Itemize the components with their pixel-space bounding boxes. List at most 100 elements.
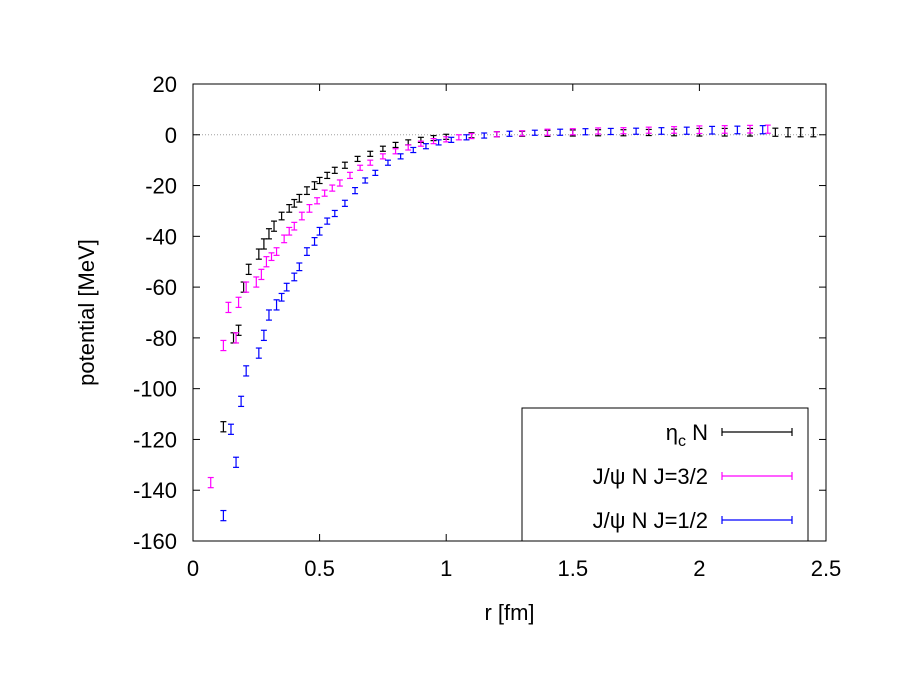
data-point: [519, 130, 526, 137]
y-tick-label: 20: [153, 72, 177, 97]
data-point: [278, 292, 285, 302]
data-point: [633, 127, 640, 135]
legend-sample: [721, 516, 793, 524]
data-point: [468, 132, 475, 140]
y-tick-label: -40: [145, 224, 177, 249]
legend: ηc N J/ψ N J=3/2 J/ψ N J=1/2: [521, 407, 809, 542]
data-point: [810, 127, 817, 138]
data-point: [329, 184, 336, 192]
x-tick-label: 1.5: [558, 556, 589, 581]
data-point: [238, 395, 245, 408]
y-tick-label: -60: [145, 275, 177, 300]
x-tick-label: 2.5: [811, 556, 842, 581]
data-point: [306, 203, 313, 213]
data-point: [346, 171, 353, 180]
data-point: [544, 128, 551, 136]
x-axis-label: r [fm]: [484, 600, 534, 625]
data-point: [227, 423, 234, 435]
tick-layer: 0 0.5 1 1.5 2 2.5 20 0 -20 -40 -60 -80 -100 -120 -140 -…: [133, 72, 841, 581]
data-point: [225, 301, 232, 314]
data-point: [443, 136, 450, 143]
data-point: [620, 127, 627, 135]
legend-label: ηc N: [666, 420, 708, 450]
legend-sample: [721, 428, 793, 436]
data-point: [271, 220, 278, 232]
data-point: [268, 252, 275, 262]
y-tick-label: -160: [133, 529, 177, 554]
data-point: [671, 126, 678, 134]
data-point: [255, 248, 262, 260]
data-point: [410, 146, 417, 154]
data-point: [417, 140, 424, 147]
data-point: [595, 127, 602, 135]
data-point: [531, 129, 538, 136]
data-point: [273, 299, 280, 311]
data-point: [341, 199, 348, 207]
data-point: [331, 166, 338, 174]
legend-label: J/ψ N J=3/2: [593, 464, 708, 489]
data-point: [392, 148, 399, 155]
data-point: [582, 128, 589, 136]
data-point: [569, 128, 576, 136]
data-point: [331, 209, 338, 218]
data-point: [314, 197, 321, 205]
data-point: [341, 161, 348, 169]
data-point: [235, 296, 242, 309]
data-point: [324, 171, 331, 180]
data-point: [357, 164, 364, 171]
series-0: [220, 127, 817, 433]
data-point: [734, 125, 741, 135]
data-point: [392, 141, 399, 149]
data-point: [405, 144, 412, 151]
data-point: [316, 176, 323, 185]
data-point: [321, 189, 328, 197]
data-point: [311, 237, 318, 246]
data-point: [772, 127, 779, 137]
data-point: [658, 127, 665, 135]
data-point: [260, 329, 267, 342]
data-point: [405, 139, 412, 146]
legend-box: [521, 407, 809, 542]
x-tick-label: 0.5: [304, 556, 335, 581]
data-point: [260, 238, 267, 250]
data-point: [303, 247, 310, 256]
series-2: [220, 125, 766, 522]
data-point: [797, 127, 804, 138]
data-point: [721, 125, 728, 134]
data-point: [372, 169, 379, 176]
data-point: [296, 193, 303, 203]
data-point: [291, 272, 298, 282]
data-point: [709, 125, 716, 135]
y-axis-label: potential [MeV]: [74, 239, 99, 386]
data-point: [283, 282, 290, 292]
data-point: [448, 136, 455, 143]
data-point: [367, 159, 374, 166]
data-point: [379, 145, 386, 152]
y-tick-label: -80: [145, 326, 177, 351]
data-point: [493, 131, 500, 138]
data-point: [243, 281, 250, 293]
x-tick-label: 0: [187, 556, 199, 581]
series-1: [207, 124, 771, 489]
data-point: [747, 124, 754, 134]
data-point: [291, 198, 298, 208]
data-point: [463, 134, 470, 141]
data-point: [506, 130, 513, 137]
data-point: [258, 268, 265, 281]
data-point: [607, 127, 614, 136]
data-point: [397, 153, 404, 160]
data-point: [298, 211, 305, 221]
data-point: [379, 153, 386, 160]
data-point: [273, 247, 280, 256]
data-point: [243, 365, 250, 377]
data-point: [265, 228, 272, 240]
data-point: [311, 181, 318, 190]
data-point: [336, 179, 343, 187]
data-point: [362, 177, 369, 184]
data-point: [384, 159, 391, 166]
data-point: [278, 211, 285, 221]
data-point: [207, 476, 214, 489]
series-layer: [207, 124, 817, 522]
data-point: [367, 150, 374, 157]
